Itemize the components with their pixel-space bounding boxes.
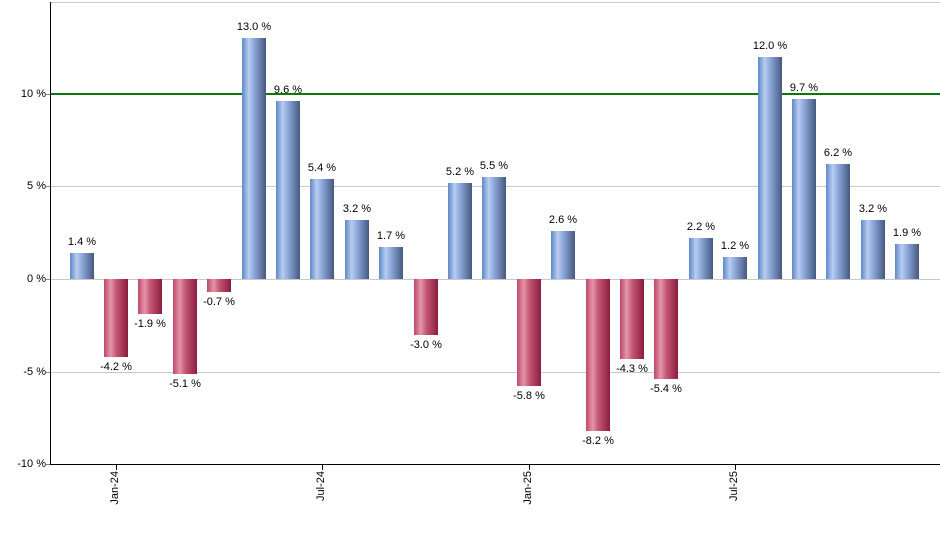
bar-Oct-24 xyxy=(414,279,438,335)
y-axis-tick xyxy=(46,279,50,280)
y-axis-tick xyxy=(46,186,50,187)
bar-Nov-24 xyxy=(448,183,472,279)
bar-Mar-24 xyxy=(173,279,197,374)
y-axis-tick-label: 10 % xyxy=(20,88,46,100)
bar-value-label: -5.1 % xyxy=(169,378,201,390)
x-axis-tick xyxy=(735,465,736,470)
bar-value-label: 6.2 % xyxy=(823,147,853,159)
y-axis-tick xyxy=(46,372,50,373)
bar-Dec-24 xyxy=(482,177,506,279)
bar-Jul-24 xyxy=(310,179,334,279)
y-axis-tick-label: -10 % xyxy=(17,458,46,470)
bar-value-label: -5.8 % xyxy=(513,390,545,402)
y-axis-tick xyxy=(46,94,50,95)
x-axis-tick xyxy=(116,465,117,470)
bar-value-label: 1.9 % xyxy=(892,227,922,239)
bar-Aug-24 xyxy=(345,220,369,279)
bar-Apr-25 xyxy=(620,279,644,359)
plot-top-border xyxy=(50,2,940,3)
gridline--5pct xyxy=(51,372,940,373)
bar-value-label: 1.4 % xyxy=(67,236,97,248)
y-axis-tick-label: 0 % xyxy=(27,273,46,285)
bar-Dec-25 xyxy=(895,244,919,279)
bar-value-label: 5.4 % xyxy=(307,162,337,174)
bar-May-25 xyxy=(654,279,678,379)
x-axis-line xyxy=(50,464,940,465)
bar-value-label: -5.4 % xyxy=(650,383,682,395)
bar-Apr-24 xyxy=(207,279,231,292)
x-axis-tick-label: Jan-24 xyxy=(109,471,121,505)
x-axis-tick xyxy=(322,465,323,470)
bar-Feb-25 xyxy=(551,231,575,279)
bar-value-label: -4.2 % xyxy=(100,361,132,373)
bar-Dec-23 xyxy=(70,253,94,279)
bar-Mar-25 xyxy=(586,279,610,431)
bar-Feb-24 xyxy=(138,279,162,314)
y-axis-line xyxy=(50,2,51,465)
bar-Sep-24 xyxy=(379,247,403,279)
bar-value-label: 9.7 % xyxy=(789,82,819,94)
gridline-0pct xyxy=(51,279,940,280)
bar-value-label: 12.0 % xyxy=(752,40,788,52)
bar-value-label: -0.7 % xyxy=(203,296,235,308)
x-axis-tick-label: Jan-25 xyxy=(522,471,534,505)
bar-Aug-25 xyxy=(758,57,782,279)
bar-value-label: 1.7 % xyxy=(376,230,406,242)
bar-Sep-25 xyxy=(792,99,816,279)
bar-Jun-25 xyxy=(689,238,713,279)
bar-value-label: 1.2 % xyxy=(720,240,750,252)
bar-value-label: 2.2 % xyxy=(686,221,716,233)
y-axis-tick-label: -5 % xyxy=(23,366,46,378)
threshold-line-10pct xyxy=(51,93,940,95)
y-axis-tick xyxy=(46,464,50,465)
bar-Jan-24 xyxy=(104,279,128,357)
y-axis-tick-label: 5 % xyxy=(27,180,46,192)
bar-value-label: 2.6 % xyxy=(548,214,578,226)
bar-Jan-25 xyxy=(517,279,541,386)
x-axis-tick-label: Jul-24 xyxy=(315,471,327,501)
bar-value-label: 3.2 % xyxy=(858,203,888,215)
bar-Oct-25 xyxy=(826,164,850,279)
bar-value-label: -8.2 % xyxy=(582,435,614,447)
bar-value-label: -4.3 % xyxy=(616,363,648,375)
x-axis-tick xyxy=(529,465,530,470)
bar-value-label: 9.6 % xyxy=(273,84,303,96)
bar-Jul-25 xyxy=(723,257,747,279)
x-axis-tick-label: Jul-25 xyxy=(728,471,740,501)
bar-value-label: 5.5 % xyxy=(479,160,509,172)
bar-May-24 xyxy=(242,38,266,279)
bar-Nov-25 xyxy=(861,220,885,279)
bar-value-label: 5.2 % xyxy=(445,166,475,178)
bar-value-label: 13.0 % xyxy=(236,21,272,33)
bar-value-label: -3.0 % xyxy=(410,339,442,351)
bar-value-label: -1.9 % xyxy=(134,318,166,330)
bar-value-label: 3.2 % xyxy=(342,203,372,215)
bar-Jun-24 xyxy=(276,101,300,279)
